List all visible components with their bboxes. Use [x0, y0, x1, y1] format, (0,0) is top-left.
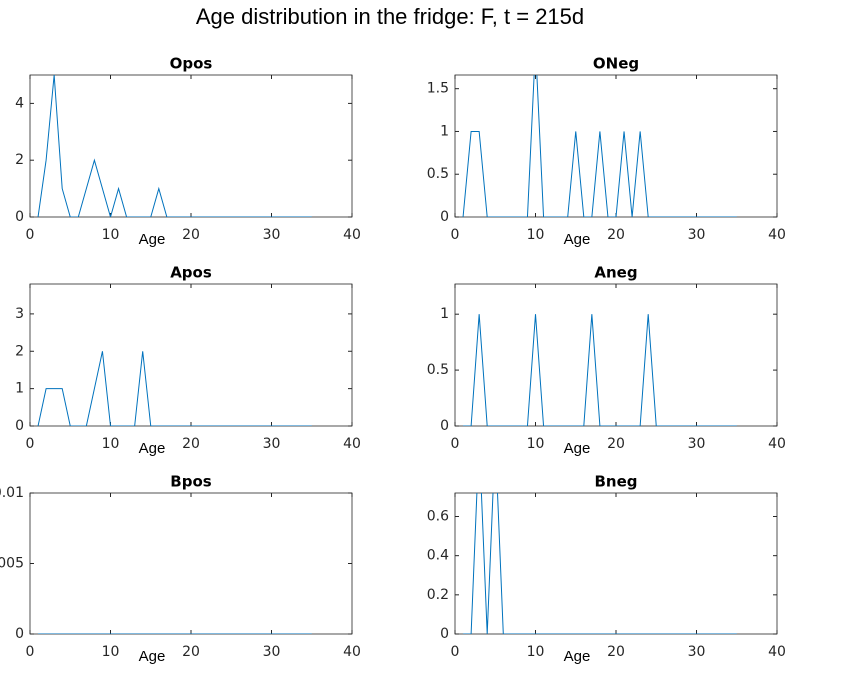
x-tick-label: 10 [102, 644, 120, 660]
x-tick-label: 20 [607, 227, 625, 243]
axes-box [454, 492, 778, 635]
x-tick-label: 0 [26, 227, 35, 243]
y-tick-label: 0.6 [427, 509, 449, 525]
x-tick-label: 0 [451, 436, 460, 452]
x-tick-label: 30 [263, 644, 281, 660]
x-axis-label: Age [564, 440, 591, 457]
x-axis-label: Age [564, 231, 591, 248]
x-tick-label: 20 [182, 227, 200, 243]
y-tick-label: 0 [15, 626, 24, 642]
x-tick-label: 30 [263, 436, 281, 452]
axes-box [29, 74, 353, 218]
x-tick-label: 40 [343, 436, 361, 452]
subplot-title: Opos [170, 55, 213, 73]
y-tick-label: 1 [440, 123, 449, 139]
y-tick-label: 1.5 [427, 81, 449, 97]
x-tick-label: 30 [688, 644, 706, 660]
y-tick-label: 0 [440, 209, 449, 225]
y-tick-label: 4 [15, 95, 24, 111]
y-tick-label: 0 [440, 418, 449, 434]
data-line [462, 75, 737, 217]
x-tick-label: 40 [343, 644, 361, 660]
y-tick-label: 0.5 [427, 362, 449, 378]
x-tick-label: 10 [102, 436, 120, 452]
x-tick-label: 30 [688, 227, 706, 243]
axes-box [29, 492, 353, 635]
y-tick-label: 0 [15, 418, 24, 434]
x-tick-label: 40 [343, 227, 361, 243]
x-tick-label: 0 [451, 227, 460, 243]
x-tick-label: 0 [451, 644, 460, 660]
x-axis-label: Age [139, 440, 166, 457]
x-axis-label: Age [564, 648, 591, 665]
x-axis-label: Age [139, 648, 166, 665]
y-tick-label: 0.005 [0, 556, 24, 572]
y-tick-label: 2 [15, 343, 24, 359]
subplot-title: Bpos [170, 473, 211, 491]
x-tick-label: 20 [182, 644, 200, 660]
y-tick-label: 0 [15, 209, 24, 225]
y-tick-label: 0.01 [0, 485, 24, 501]
subplot-title: ONeg [593, 55, 639, 73]
x-tick-label: 30 [688, 436, 706, 452]
x-tick-label: 10 [102, 227, 120, 243]
y-tick-label: 2 [15, 152, 24, 168]
x-tick-label: 0 [26, 644, 35, 660]
axes-box [29, 283, 353, 427]
y-tick-label: 0 [440, 626, 449, 642]
y-tick-label: 3 [15, 306, 24, 322]
data-line [37, 75, 312, 217]
x-tick-label: 40 [768, 227, 786, 243]
y-tick-label: 0.5 [427, 166, 449, 182]
x-tick-label: 10 [527, 644, 545, 660]
x-tick-label: 30 [263, 227, 281, 243]
x-tick-label: 20 [182, 436, 200, 452]
subplot-title: Apos [170, 264, 212, 282]
x-tick-label: 10 [527, 227, 545, 243]
figure-title: Age distribution in the fridge: F, t = 2… [196, 4, 584, 29]
x-tick-label: 20 [607, 436, 625, 452]
x-tick-label: 20 [607, 644, 625, 660]
x-tick-label: 0 [26, 436, 35, 452]
y-tick-label: 1 [440, 306, 449, 322]
y-tick-label: 0.2 [427, 587, 449, 603]
x-tick-label: 40 [768, 436, 786, 452]
y-tick-label: 0.4 [427, 548, 449, 564]
x-tick-label: 40 [768, 644, 786, 660]
x-axis-label: Age [139, 231, 166, 248]
y-tick-label: 1 [15, 381, 24, 397]
subplot-title: Bneg [594, 473, 637, 491]
axes-box [454, 74, 778, 218]
subplot-title: Aneg [594, 264, 637, 282]
x-tick-label: 10 [527, 436, 545, 452]
axes-box [454, 283, 778, 427]
